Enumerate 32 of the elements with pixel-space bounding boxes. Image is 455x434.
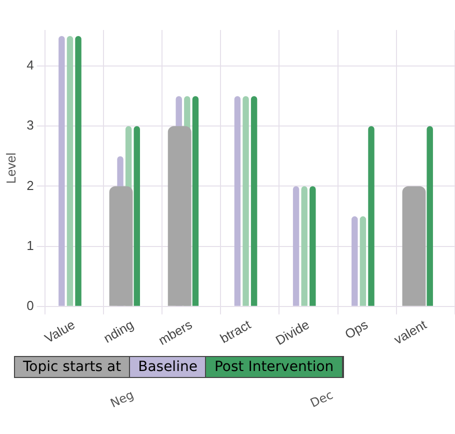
text: Post Intervention bbox=[206, 357, 343, 377]
text: Dec bbox=[308, 388, 336, 410]
x-tick-label: Ops bbox=[342, 316, 371, 342]
bar bbox=[58, 36, 65, 306]
bar bbox=[109, 186, 133, 306]
y-axis-title: Level bbox=[3, 152, 18, 184]
bar bbox=[292, 186, 300, 306]
bar bbox=[310, 186, 316, 306]
text: Topic starts at bbox=[15, 357, 130, 377]
bar bbox=[168, 126, 192, 306]
bar bbox=[426, 126, 433, 306]
bar bbox=[75, 36, 82, 306]
bar bbox=[368, 126, 374, 306]
bar bbox=[360, 216, 366, 306]
bar bbox=[402, 186, 426, 306]
bar bbox=[250, 96, 258, 306]
bar bbox=[242, 96, 249, 306]
text: Baseline bbox=[130, 357, 206, 377]
y-tick-label: 0 bbox=[26, 298, 34, 314]
bar bbox=[234, 96, 241, 306]
bar bbox=[134, 126, 140, 306]
y-tick-label: 1 bbox=[26, 238, 34, 253]
x-tick-label: nding bbox=[100, 316, 136, 346]
x-tick-label: Value bbox=[42, 316, 78, 346]
text: Neg bbox=[108, 388, 136, 410]
bar bbox=[301, 186, 308, 306]
y-tick-label: 4 bbox=[26, 58, 34, 73]
bar bbox=[192, 96, 199, 306]
y-tick-label: 2 bbox=[26, 178, 34, 193]
y-tick-label: 3 bbox=[26, 118, 34, 133]
bar bbox=[66, 36, 74, 306]
bar bbox=[352, 216, 358, 306]
